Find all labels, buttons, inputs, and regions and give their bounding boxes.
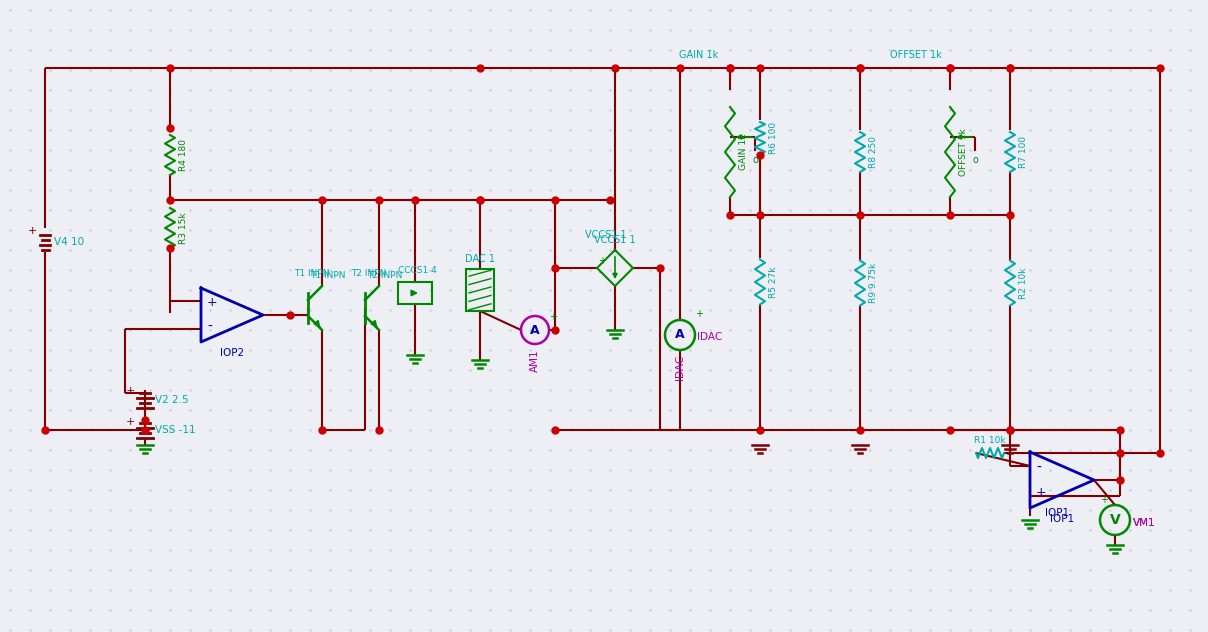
Text: +: + [695, 309, 703, 319]
Text: +: + [126, 386, 135, 396]
Text: +: + [207, 296, 217, 310]
Text: R7 100: R7 100 [1020, 136, 1028, 168]
Text: AM1: AM1 [530, 349, 540, 372]
Text: VCCS1 1: VCCS1 1 [585, 230, 627, 240]
Text: o: o [753, 155, 757, 165]
Text: R5 27k: R5 27k [769, 266, 778, 298]
Text: +: + [548, 312, 557, 322]
Text: T1 INPN: T1 INPN [310, 271, 345, 280]
Text: +: + [598, 256, 606, 266]
Text: A: A [675, 329, 685, 341]
Text: -: - [598, 267, 602, 277]
Text: -: - [1036, 461, 1041, 475]
Text: R9 9.75k: R9 9.75k [869, 263, 878, 303]
Text: T2 INPN: T2 INPN [367, 271, 402, 280]
Text: OFFSET 1k: OFFSET 1k [959, 128, 968, 176]
Text: R6 100: R6 100 [769, 122, 778, 154]
Text: R1 10k: R1 10k [974, 436, 1006, 445]
Bar [466, 269, 494, 311]
Text: V2 2.5: V2 2.5 [155, 395, 188, 405]
Text: IDAC: IDAC [675, 355, 685, 380]
Text: IDAC: IDAC [697, 332, 722, 342]
Text: VSS -11: VSS -11 [155, 425, 196, 435]
Text: R4 180: R4 180 [179, 139, 188, 171]
Text: V: V [1110, 513, 1120, 527]
Bar [397, 282, 432, 304]
Text: GAIN 1k: GAIN 1k [679, 50, 718, 60]
Text: VM1: VM1 [1133, 518, 1156, 528]
Text: o: o [972, 155, 978, 165]
Text: T1 INPN: T1 INPN [294, 269, 330, 278]
Text: T2 INPN: T2 INPN [352, 269, 387, 278]
Text: R2 10k: R2 10k [1020, 267, 1028, 299]
Text: CCCS1 4: CCCS1 4 [397, 266, 437, 275]
Text: R8 250: R8 250 [869, 136, 878, 168]
Text: +: + [1100, 495, 1108, 505]
Text: DAC 1: DAC 1 [465, 254, 495, 264]
Text: VCCS1 1: VCCS1 1 [594, 235, 635, 245]
Text: IOP2: IOP2 [220, 348, 244, 358]
Text: A: A [530, 324, 540, 336]
Text: OFFSET 1k: OFFSET 1k [890, 50, 942, 60]
Text: +: + [28, 226, 37, 236]
Text: GAIN 1k: GAIN 1k [739, 134, 748, 170]
Text: +: + [126, 417, 135, 427]
Text: R3 15k: R3 15k [179, 212, 188, 244]
Text: VM1: VM1 [1133, 518, 1156, 528]
Text: +: + [1036, 485, 1046, 499]
Text: V4 10: V4 10 [54, 237, 85, 247]
Text: IOP1: IOP1 [1050, 514, 1074, 524]
Text: IOP1: IOP1 [1045, 508, 1069, 518]
Text: -: - [207, 320, 211, 334]
